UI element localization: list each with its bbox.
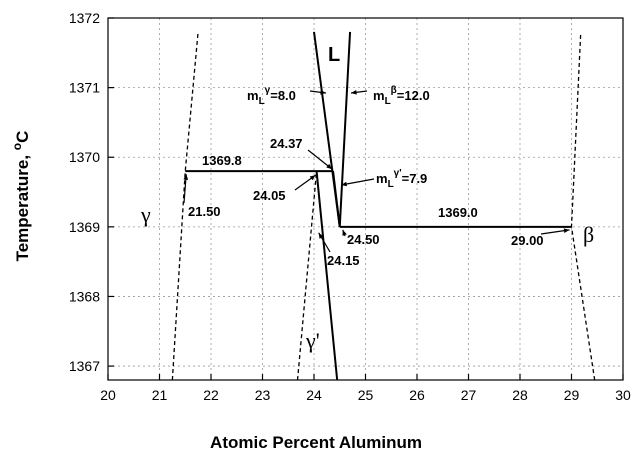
annotation-arrow <box>341 178 375 186</box>
x-tick-label: 22 <box>203 387 219 403</box>
series-layer <box>171 31 596 381</box>
x-axis-ticks: 20 21 22 23 24 25 26 27 28 29 30 <box>100 374 631 403</box>
arrow-head <box>563 228 570 233</box>
label-slope-gamma: mLγ=8.0 <box>247 85 296 107</box>
y-axis-title: Temperature, oC <box>10 131 32 262</box>
x-tick-label: 25 <box>358 387 374 403</box>
label-comp-2405: 24.05 <box>253 188 286 203</box>
y-tick-label: 1368 <box>69 288 100 304</box>
y-tick-label: 1369 <box>69 219 100 235</box>
label-comp-2150: 21.50 <box>188 204 221 219</box>
arrow-head <box>183 174 189 180</box>
label-comp-2437: 24.37 <box>270 136 303 151</box>
y-axis-ticks: 1367 1368 1369 1370 1371 1372 <box>69 10 114 374</box>
x-tick-label: 21 <box>152 387 168 403</box>
y-tick-label: 1372 <box>69 10 100 26</box>
arrow-head <box>326 163 333 170</box>
x-tick-label: 20 <box>100 387 116 403</box>
label-comp-2900: 29.00 <box>511 233 544 248</box>
arrow-head <box>341 181 348 187</box>
series-line <box>338 31 352 227</box>
grid <box>108 18 623 380</box>
series-line <box>315 171 339 381</box>
label-slope-gamma-prime: mLγ'=7.9 <box>376 168 427 190</box>
arrow-head <box>351 89 357 95</box>
y-axis-degree: o <box>10 143 24 150</box>
x-tick-label: 23 <box>255 387 271 403</box>
x-axis-title: Atomic Percent Aluminum <box>210 433 422 452</box>
x-tick-label: 26 <box>409 387 425 403</box>
x-tick-label: 27 <box>461 387 477 403</box>
phase-label-gamma-prime: γ' <box>305 328 320 353</box>
annotation-arrows <box>183 89 570 253</box>
label-comp-2450: 24.50 <box>347 232 380 247</box>
x-tick-label: 30 <box>615 387 631 403</box>
label-eutectic-lower: 1369.0 <box>438 205 478 220</box>
arrow-head <box>318 232 324 239</box>
x-tick-label: 24 <box>306 387 322 403</box>
plot-frame <box>107 17 624 381</box>
y-tick-label: 1367 <box>69 358 100 374</box>
arrow-head <box>320 89 326 95</box>
x-tick-label: 28 <box>512 387 528 403</box>
series-line <box>171 31 199 381</box>
y-tick-label: 1371 <box>69 80 100 96</box>
label-comp-2415: 24.15 <box>327 253 360 268</box>
label-eutectic-upper: 1369.8 <box>202 153 242 168</box>
phase-label-gamma: γ <box>140 202 151 227</box>
label-slope-beta: mLβ=12.0 <box>373 85 430 107</box>
y-tick-label: 1370 <box>69 149 100 165</box>
phase-label-liquid: L <box>328 44 340 66</box>
arrow-head <box>309 175 316 181</box>
series-line <box>332 171 341 227</box>
arrow-head <box>342 229 347 236</box>
series-line <box>570 31 596 381</box>
phase-label-beta: β <box>583 222 594 247</box>
x-tick-label: 29 <box>564 387 580 403</box>
